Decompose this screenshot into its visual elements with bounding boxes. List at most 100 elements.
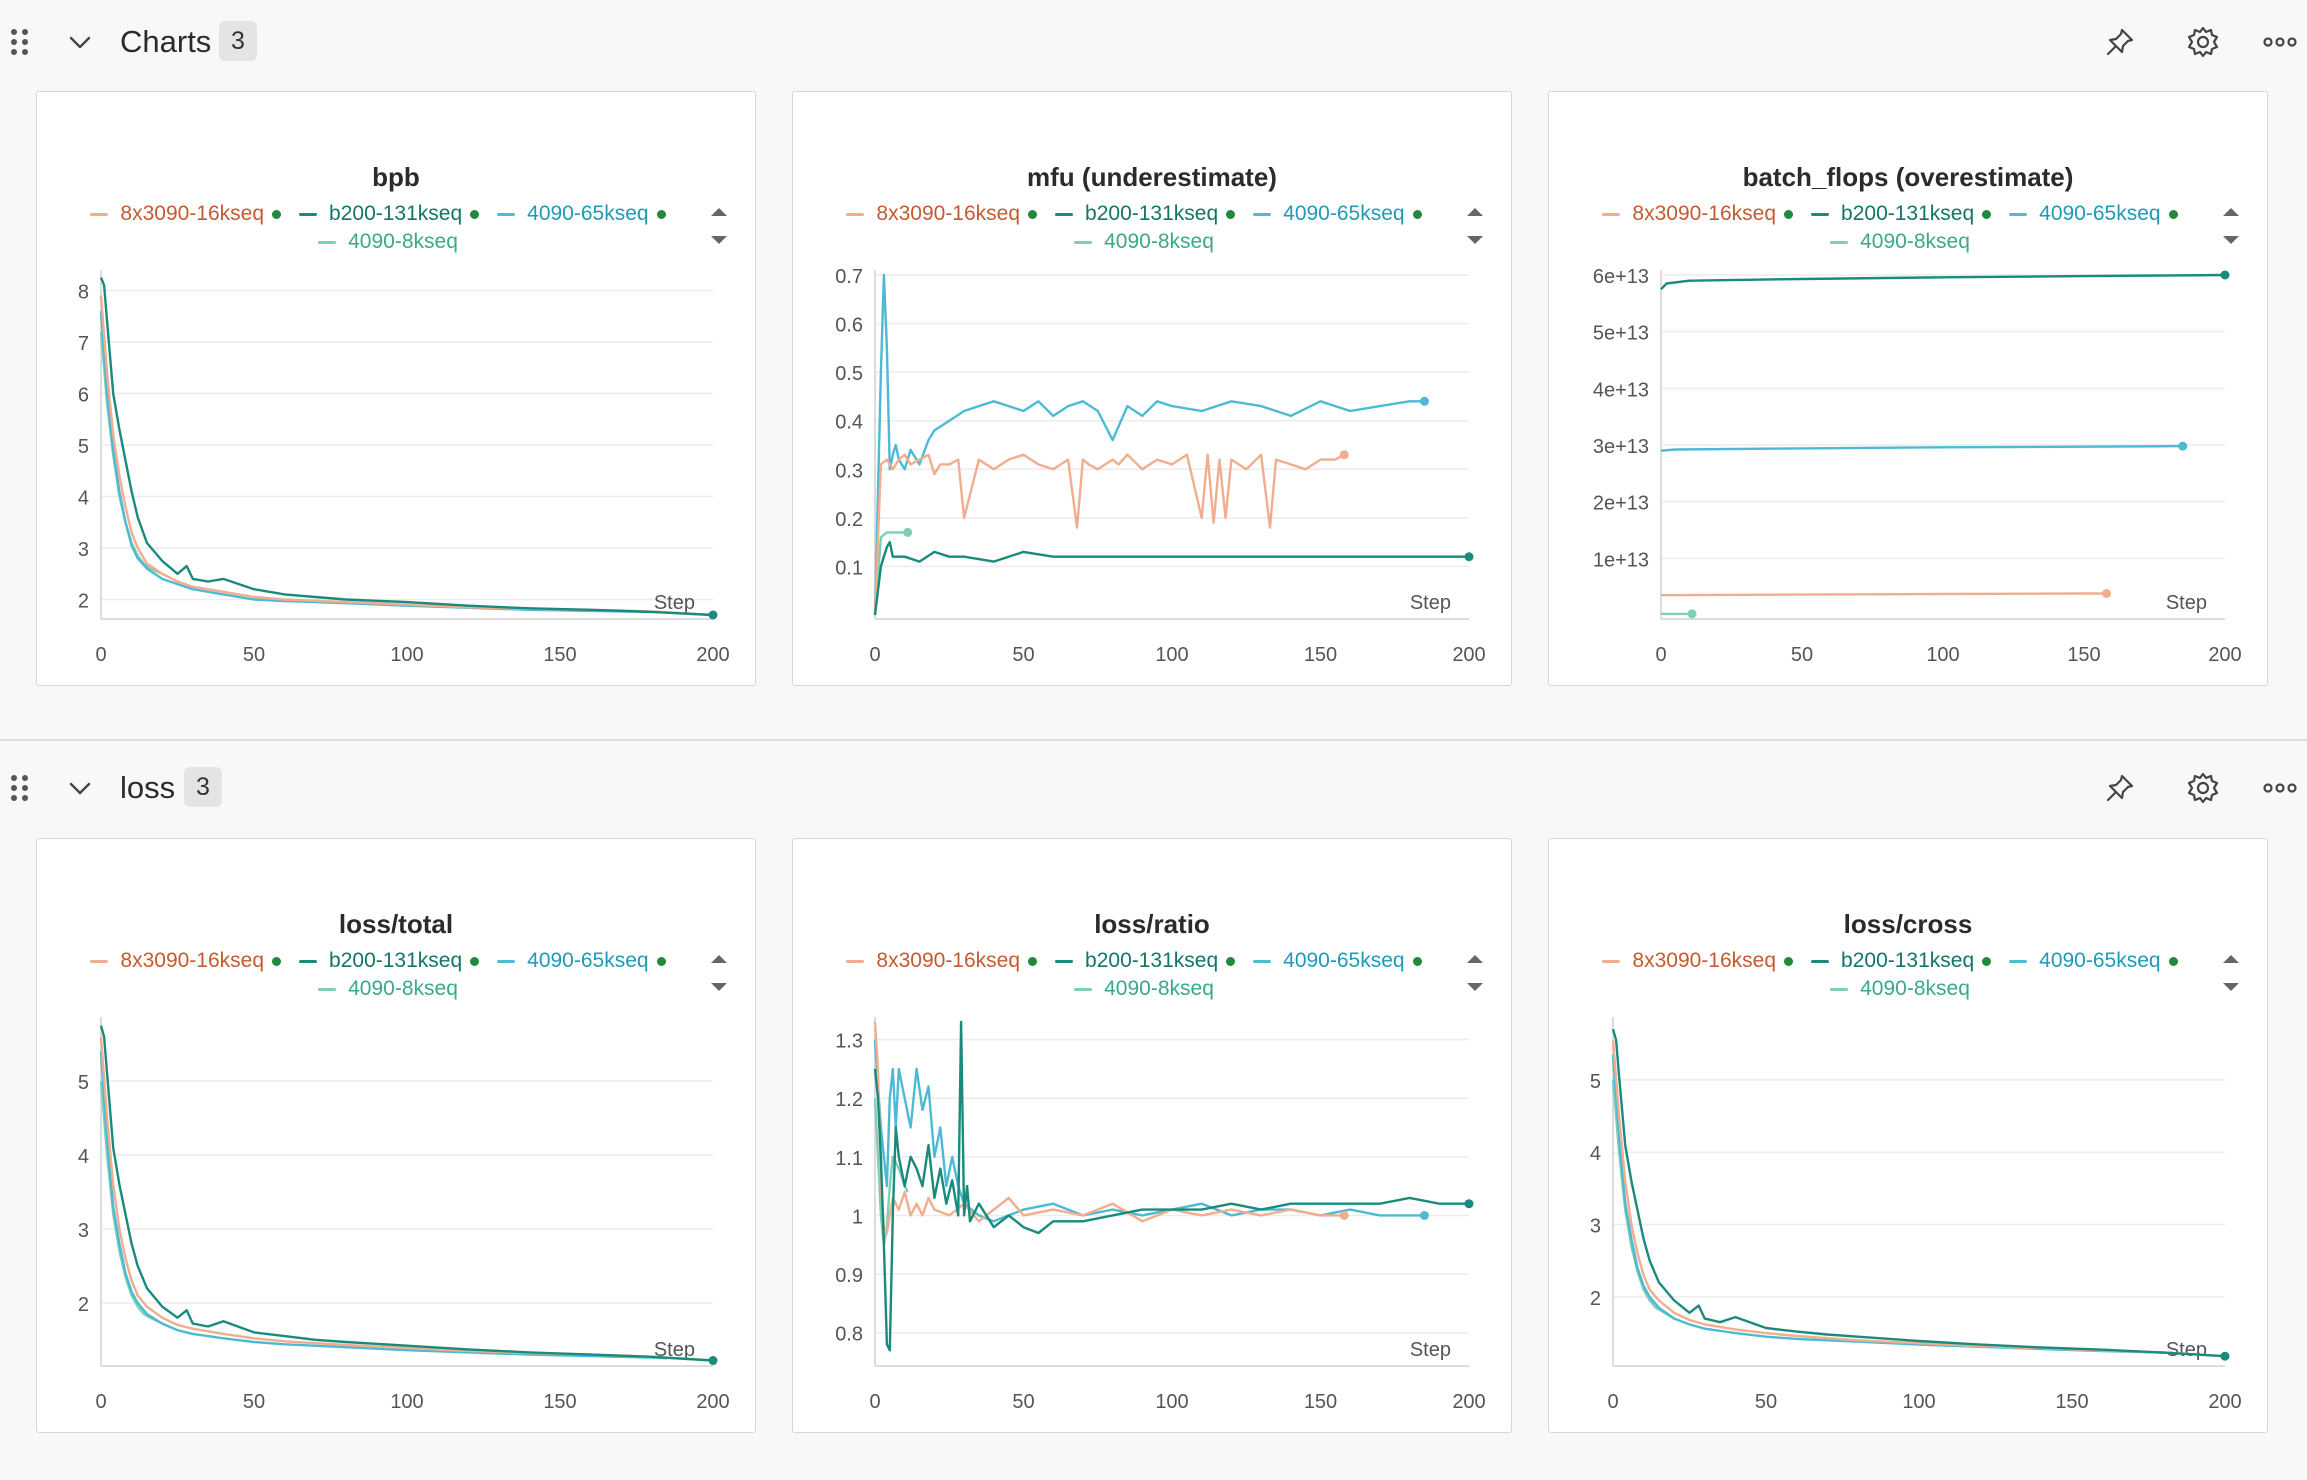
legend-scroll-arrows[interactable] [2221,206,2241,253]
more-icon[interactable] [2260,22,2300,62]
y-tick-label: 4 [78,488,89,510]
y-tick-label: 3 [1590,1216,1601,1238]
chevron-down-icon[interactable] [66,32,94,54]
scroll-down-icon[interactable] [711,236,727,244]
chart-panel-bpb[interactable]: bpb 8x3090-16kseq b200-131kseq 4090-65kseq 4… [36,91,756,686]
series-line-8x3090-16kseq [99,1036,714,1362]
legend-item[interactable]: 8x3090-16kseq [846,949,1038,973]
legend-item[interactable]: 4090-8kseq [1074,977,1214,1001]
legend-item[interactable]: 8x3090-16kseq [90,202,282,226]
legend-item[interactable]: 8x3090-16kseq [90,949,282,973]
more-icon[interactable] [2260,768,2300,808]
gear-icon[interactable] [2183,768,2223,808]
legend-scroll-arrows[interactable] [1465,206,1485,253]
legend-label: 8x3090-16kseq [1632,202,1777,225]
series-end-marker [1419,396,1429,406]
legend-item[interactable]: 4090-65kseq [2009,949,2178,973]
legend-item[interactable]: 4090-65kseq [497,949,666,973]
series-line-4090-8kseq [1611,1079,1675,1320]
pin-icon[interactable] [2100,22,2140,62]
scroll-down-icon[interactable] [711,983,727,991]
scroll-up-icon[interactable] [711,208,727,216]
scroll-up-icon[interactable] [2223,208,2239,216]
drag-handle-icon[interactable] [10,774,30,802]
section-header: loss 3 [0,746,2307,830]
series-line-8x3090-16kseq [873,453,1345,616]
x-tick-label: 150 [543,1391,576,1413]
legend-item[interactable]: b200-131kseq [1811,202,1992,226]
drag-handle-icon[interactable] [10,28,30,56]
legend-item[interactable]: b200-131kseq [1811,949,1992,973]
series-end-marker [1339,1210,1349,1220]
y-tick-label: 4e+13 [1593,379,1649,401]
legend-active-dot [1028,956,1038,966]
series-end-marker [1419,1210,1429,1220]
legend-item[interactable]: 4090-65kseq [1253,202,1422,226]
chart-panel-loss-ratio[interactable]: loss/ratio 8x3090-16kseq b200-131kseq 4090-… [792,838,1512,1433]
scroll-down-icon[interactable] [2223,983,2239,991]
legend-label: 8x3090-16kseq [876,202,1021,225]
scroll-up-icon[interactable] [1467,208,1483,216]
legend-scroll-arrows[interactable] [709,953,729,1000]
series-end-marker [2178,441,2188,451]
scroll-up-icon[interactable] [2223,955,2239,963]
legend-swatch [318,987,337,991]
legend-item[interactable]: 4090-8kseq [318,977,458,1001]
chart-panel-loss-cross[interactable]: loss/cross 8x3090-16kseq b200-131kseq 4090-… [1548,838,2268,1433]
legend: 4090-8kseq [1830,977,1988,1001]
series-end-marker [708,1356,718,1366]
legend: 8x3090-16kseq b200-131kseq 4090-65kseq [90,949,683,973]
legend-item[interactable]: b200-131kseq [299,202,480,226]
legend-scroll-arrows[interactable] [709,206,729,253]
legend-swatch [1074,240,1093,244]
gear-icon[interactable] [2183,22,2223,62]
legend-swatch [2009,959,2028,963]
legend-swatch [2009,212,2028,216]
legend-item[interactable]: 4090-8kseq [318,230,458,254]
legend-scroll-arrows[interactable] [1465,953,1485,1000]
x-tick-label: 100 [1155,644,1188,666]
legend-item[interactable]: b200-131kseq [1055,949,1236,973]
scroll-up-icon[interactable] [1467,955,1483,963]
series-line-4090-65kseq [99,1051,668,1360]
pin-icon[interactable] [2100,768,2140,808]
legend-item[interactable]: 4090-65kseq [497,202,666,226]
chart-panel-batch-flops[interactable]: batch_flops (overestimate) 8x3090-16kseq b… [1548,91,2268,686]
legend-item[interactable]: 4090-65kseq [2009,202,2178,226]
legend-item[interactable]: b200-131kseq [299,949,480,973]
scroll-down-icon[interactable] [2223,236,2239,244]
x-tick-label: 50 [1791,644,1813,666]
series-line-8x3090-16kseq [1611,1040,2226,1358]
legend-swatch [1253,212,1272,216]
legend-item[interactable]: b200-131kseq [1055,202,1236,226]
series-line-4090-65kseq [99,311,668,614]
series-end-marker [1339,450,1349,460]
x-tick-label: 0 [869,644,880,666]
series-line-4090-8kseq [873,1098,909,1246]
legend-item[interactable]: 4090-65kseq [1253,949,1422,973]
legend-item[interactable]: 8x3090-16kseq [846,202,1038,226]
y-tick-label: 2 [78,591,89,613]
series-line-8x3090-16kseq [99,295,714,617]
legend-item[interactable]: 4090-8kseq [1830,230,1970,254]
legend-item[interactable]: 8x3090-16kseq [1602,949,1794,973]
x-tick-label: 100 [1902,1391,1935,1413]
chart-panel-loss-total[interactable]: loss/total 8x3090-16kseq b200-131kseq 4090-… [36,838,756,1433]
series-line-4090-8kseq [99,331,163,575]
scroll-up-icon[interactable] [711,955,727,963]
legend-item[interactable]: 4090-8kseq [1830,977,1970,1001]
chart-panel-mfu[interactable]: mfu (underestimate) 8x3090-16kseq b200-131… [792,91,1512,686]
legend-label: 4090-8kseq [1104,230,1214,253]
legend-swatch [299,959,318,963]
y-tick-label: 7 [78,333,89,355]
count-badge: 3 [219,21,257,61]
legend-item[interactable]: 8x3090-16kseq [1602,202,1794,226]
chevron-down-icon[interactable] [66,778,94,800]
scroll-down-icon[interactable] [1467,983,1483,991]
scroll-down-icon[interactable] [1467,236,1483,244]
legend-item[interactable]: 4090-8kseq [1074,230,1214,254]
legend-scroll-arrows[interactable] [2221,953,2241,1000]
legend-swatch [1074,987,1093,991]
y-tick-label: 1 [852,1206,863,1228]
legend-swatch [90,959,109,963]
